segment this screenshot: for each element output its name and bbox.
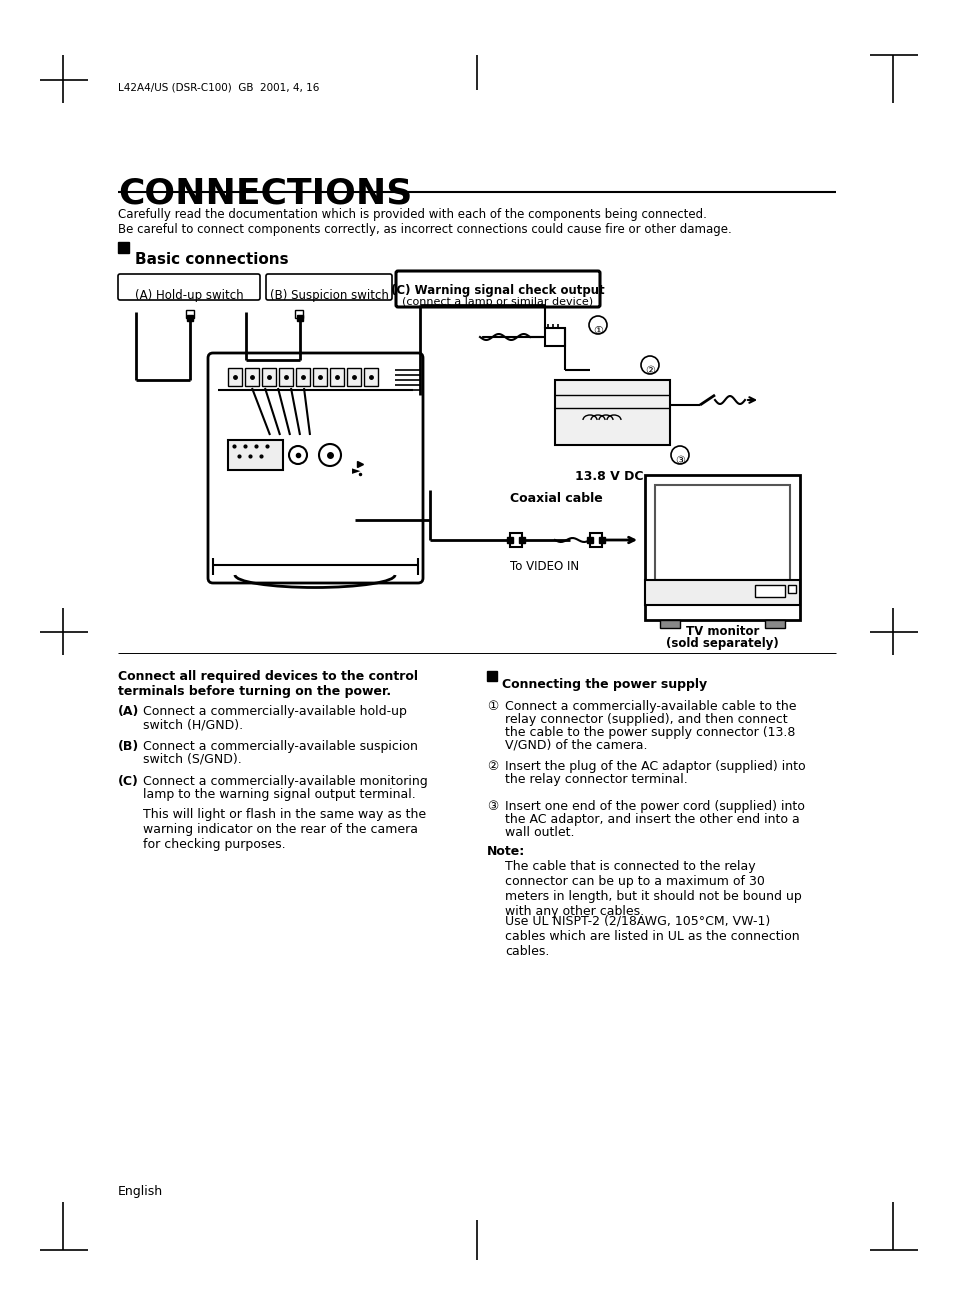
Text: V/GND) of the camera.: V/GND) of the camera. [504, 739, 647, 752]
Text: The cable that is connected to the relay
connector can be up to a maximum of 30
: The cable that is connected to the relay… [504, 860, 801, 917]
Bar [486, 671, 497, 681]
Text: 13.8 V DC: 13.8 V DC [575, 470, 643, 483]
Text: (A) Hold-up switch: (A) Hold-up switch [134, 288, 243, 301]
Bar [644, 579, 800, 606]
Text: lamp to the warning signal output terminal.: lamp to the warning signal output termin… [143, 788, 416, 801]
Text: Connecting the power supply: Connecting the power supply [501, 679, 706, 692]
Text: (C): (C) [118, 775, 139, 788]
Bar [754, 585, 784, 596]
Text: Insert one end of the power cord (supplied) into: Insert one end of the power cord (suppli… [504, 800, 804, 813]
Bar [787, 585, 795, 592]
Text: This will light or flash in the same way as the
warning indicator on the rear of: This will light or flash in the same way… [143, 808, 426, 851]
Circle shape [670, 446, 688, 465]
Text: Use UL NISPT-2 (2/18AWG, 105°CM, VW-1)
cables which are listed in UL as the conn: Use UL NISPT-2 (2/18AWG, 105°CM, VW-1) c… [504, 915, 799, 958]
Text: ②: ② [486, 760, 497, 773]
Bar [294, 311, 303, 318]
FancyBboxPatch shape [395, 271, 599, 307]
Bar [764, 620, 784, 628]
Bar [655, 485, 789, 579]
Text: (B): (B) [118, 740, 139, 753]
Text: English: English [118, 1185, 163, 1198]
Text: the cable to the power supply connector (13.8: the cable to the power supply connector … [504, 726, 795, 739]
Bar [659, 620, 679, 628]
Text: ①: ① [593, 326, 602, 335]
Bar [278, 368, 293, 386]
Circle shape [640, 356, 659, 375]
Bar [510, 532, 521, 547]
Bar [555, 380, 669, 445]
Text: Insert the plug of the AC adaptor (supplied) into: Insert the plug of the AC adaptor (suppl… [504, 760, 804, 773]
Text: ②: ② [644, 365, 655, 376]
Text: Basic connections: Basic connections [135, 252, 289, 268]
Text: (B) Suspicion switch: (B) Suspicion switch [270, 288, 388, 301]
Bar [262, 368, 275, 386]
Text: Be careful to connect components correctly, as incorrect connections could cause: Be careful to connect components correct… [118, 223, 731, 236]
Text: relay connector (supplied), and then connect: relay connector (supplied), and then con… [504, 713, 787, 726]
Bar [245, 368, 258, 386]
Text: terminals before turning on the power.: terminals before turning on the power. [118, 685, 391, 698]
FancyBboxPatch shape [118, 274, 260, 300]
Bar [186, 311, 193, 318]
FancyBboxPatch shape [266, 274, 392, 300]
Circle shape [289, 446, 307, 465]
Text: (connect a lamp or similar device): (connect a lamp or similar device) [402, 298, 593, 307]
Text: the relay connector terminal.: the relay connector terminal. [504, 773, 687, 786]
Text: (A): (A) [118, 705, 139, 718]
Text: the AC adaptor, and insert the other end into a: the AC adaptor, and insert the other end… [504, 813, 799, 826]
Bar [544, 328, 564, 346]
Text: (sold separately): (sold separately) [665, 637, 778, 650]
Text: switch (H/GND).: switch (H/GND). [143, 718, 243, 731]
FancyBboxPatch shape [208, 352, 422, 583]
Text: L42A4/US (DSR-C100)  GB  2001, 4, 16: L42A4/US (DSR-C100) GB 2001, 4, 16 [118, 84, 319, 93]
Text: ①: ① [486, 699, 497, 713]
Text: Connect a commercially-available hold-up: Connect a commercially-available hold-up [143, 705, 406, 718]
Bar [644, 475, 800, 620]
Text: Connect a commercially-available suspicion: Connect a commercially-available suspici… [143, 740, 417, 753]
Bar [313, 368, 327, 386]
Text: Note:: Note: [486, 846, 525, 857]
Bar [364, 368, 377, 386]
Bar [228, 368, 242, 386]
Text: wall outlet.: wall outlet. [504, 826, 574, 839]
Circle shape [588, 316, 606, 334]
Text: Carefully read the documentation which is provided with each of the components b: Carefully read the documentation which i… [118, 207, 706, 221]
Text: TV monitor: TV monitor [685, 625, 759, 638]
Circle shape [318, 444, 340, 466]
Bar [295, 368, 310, 386]
Text: switch (S/GND).: switch (S/GND). [143, 753, 241, 766]
Bar [347, 368, 360, 386]
Text: ③: ③ [486, 800, 497, 813]
Bar [330, 368, 344, 386]
Text: Connect a commercially-available cable to the: Connect a commercially-available cable t… [504, 699, 796, 713]
Text: Connect all required devices to the control: Connect all required devices to the cont… [118, 669, 417, 683]
Text: CONNECTIONS: CONNECTIONS [118, 177, 412, 211]
Bar [228, 440, 283, 470]
Bar [589, 532, 601, 547]
Bar [118, 241, 129, 253]
Text: ►: ► [352, 466, 360, 476]
Text: Connect a commercially-available monitoring: Connect a commercially-available monitor… [143, 775, 427, 788]
Text: To VIDEO IN: To VIDEO IN [510, 560, 578, 573]
Text: (C) Warning signal check output: (C) Warning signal check output [391, 284, 604, 298]
Text: ③: ③ [675, 455, 684, 466]
Text: Coaxial cable: Coaxial cable [510, 492, 602, 505]
